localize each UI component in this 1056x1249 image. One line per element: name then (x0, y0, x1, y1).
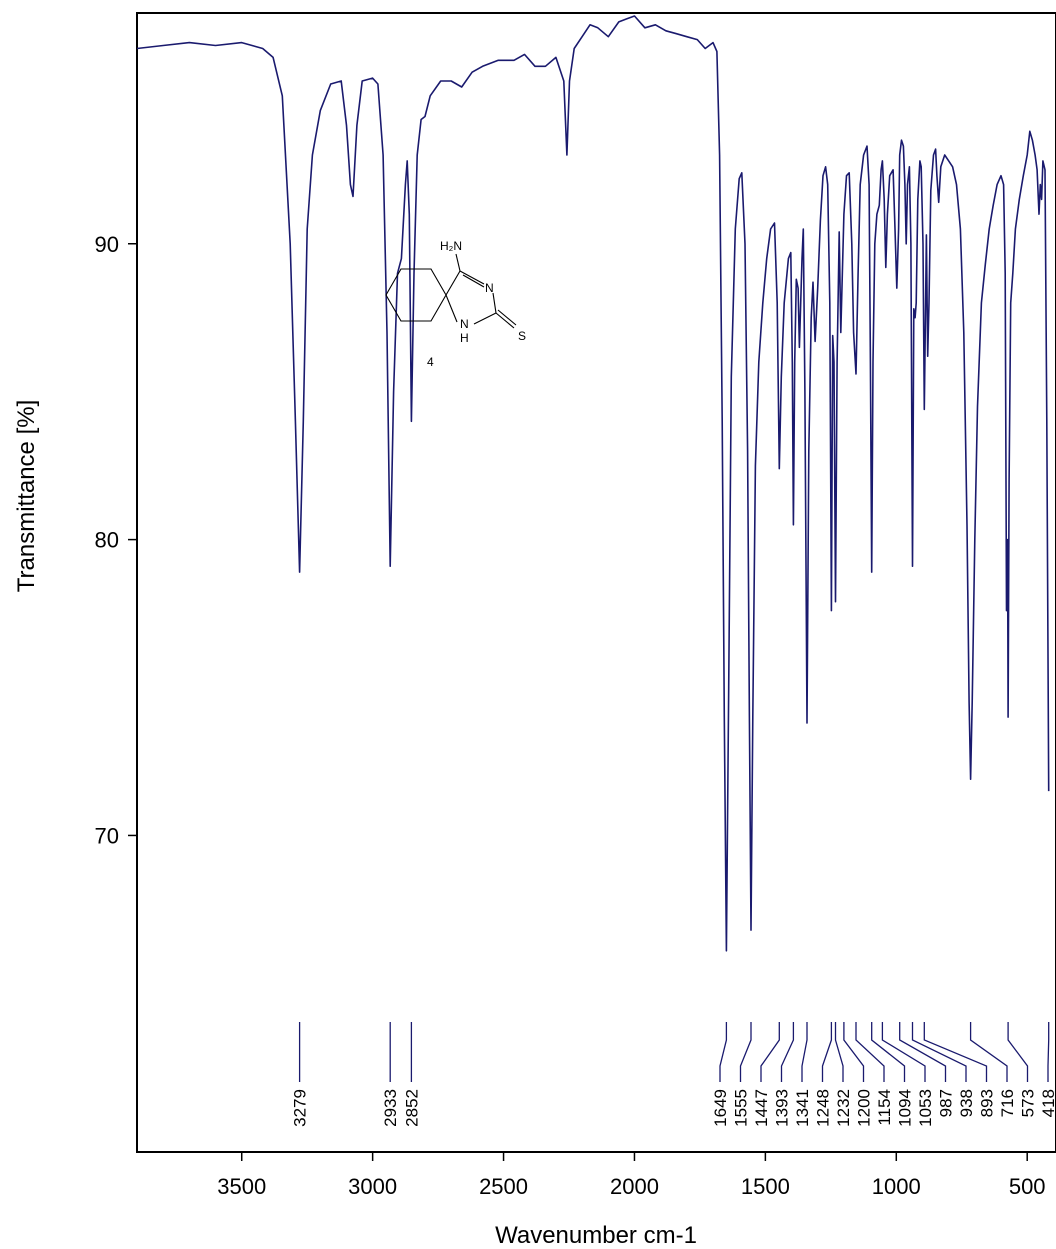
x-tick-label: 2500 (479, 1174, 528, 1199)
peak-markers: 3279 2933 2852 1649 1555 1447 1393 1341 1248 1232… (291, 1022, 1056, 1127)
peak-label: 573 (1019, 1089, 1038, 1117)
peak-label: 1094 (896, 1089, 915, 1127)
peak-marker-line (834, 1022, 844, 1082)
thione-s-label: S (518, 329, 526, 343)
compound-number: 4 (427, 355, 434, 369)
peak-label: 893 (978, 1089, 997, 1117)
peak-marker-line (760, 1022, 780, 1082)
peak-label: 987 (937, 1089, 956, 1117)
peak-label: 1555 (732, 1089, 751, 1127)
x-tick-label: 1500 (741, 1174, 790, 1199)
y-tick-label: 80 (95, 528, 119, 553)
peak-label: 1053 (916, 1089, 935, 1127)
y-axis-title: Transmittance [%] (13, 400, 40, 593)
x-tick-label: 3000 (348, 1174, 397, 1199)
peak-label: 716 (998, 1089, 1017, 1117)
x-tick-label: 2000 (610, 1174, 659, 1199)
peak-marker-line (911, 1022, 967, 1082)
peak-label: 1154 (875, 1089, 894, 1126)
ring-h-label: H (460, 331, 469, 345)
peak-marker-line (780, 1022, 795, 1082)
peak-marker-line (923, 1022, 988, 1082)
y-tick-label: 90 (95, 232, 119, 257)
molecule-structure (385, 253, 517, 329)
peak-label: 1447 (752, 1089, 771, 1127)
peak-marker-line (855, 1022, 885, 1082)
amine-label: H₂N (440, 239, 462, 253)
peak-marker-line (899, 1022, 947, 1082)
peak-label: 1248 (814, 1089, 833, 1127)
x-tick-label: 1000 (872, 1174, 921, 1199)
y-axis-ticks: 70 80 90 (95, 232, 137, 848)
x-axis-title: Wavenumber cm-1 (495, 1222, 697, 1249)
peak-label: 2852 (402, 1089, 421, 1127)
peak-marker-line (719, 1022, 728, 1082)
x-tick-label: 500 (1009, 1174, 1046, 1199)
x-tick-label: 3500 (217, 1174, 266, 1199)
peak-marker-line (843, 1022, 865, 1082)
ring-n-label: N (485, 281, 494, 295)
peak-marker-line (881, 1022, 926, 1082)
peak-label: 1200 (855, 1089, 874, 1127)
peak-marker-line (871, 1022, 906, 1082)
peak-marker-line (969, 1022, 1008, 1082)
spectrum-line (136, 15, 1050, 952)
plot-frame (136, 12, 1056, 1153)
peak-marker-line (821, 1022, 833, 1082)
peak-label: 3279 (291, 1089, 310, 1127)
peak-marker-line (801, 1022, 808, 1082)
y-tick-label: 70 (95, 823, 119, 848)
peak-label: 1341 (793, 1089, 812, 1127)
peak-label: 1393 (773, 1089, 792, 1127)
peak-label: 418 (1039, 1089, 1056, 1117)
peak-label: 2933 (381, 1089, 400, 1127)
peak-marker-line (739, 1022, 752, 1082)
peak-label: 1232 (834, 1089, 853, 1127)
peak-label: 938 (957, 1089, 976, 1117)
x-axis-ticks: 3500 3000 2500 2000 1500 1000 500 (217, 1152, 1046, 1199)
ring-nh-label: N (460, 317, 469, 331)
peak-marker-line (1047, 1022, 1050, 1082)
peak-label: 1649 (711, 1089, 730, 1127)
peak-marker-line (1007, 1022, 1029, 1082)
